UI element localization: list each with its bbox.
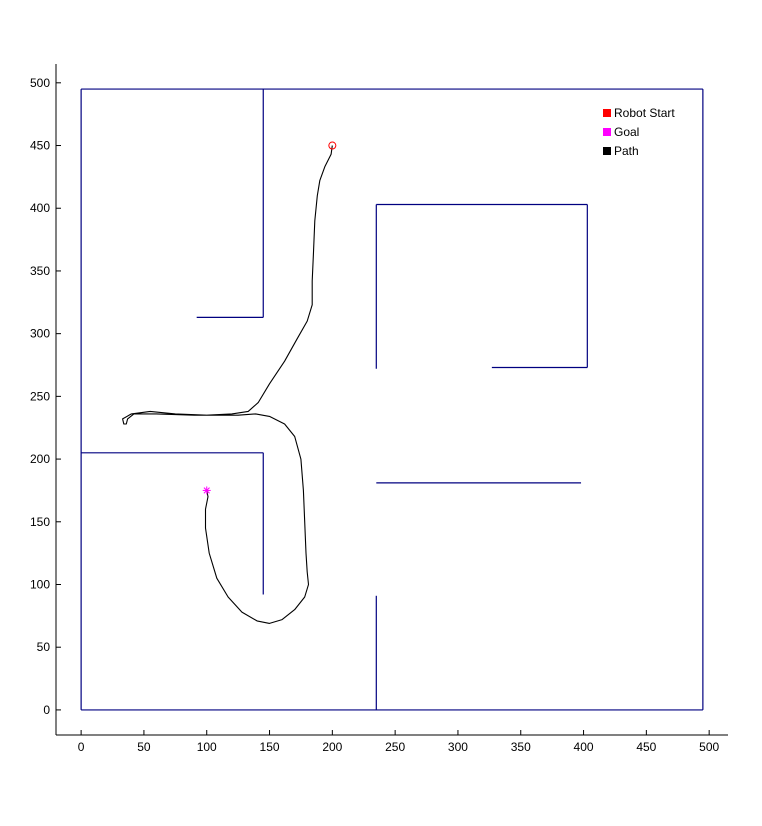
x-tick-label: 50 bbox=[137, 740, 151, 754]
markers bbox=[202, 141, 337, 495]
y-tick-label: 500 bbox=[30, 76, 50, 90]
y-tick-label: 450 bbox=[30, 139, 50, 153]
legend-swatch bbox=[603, 147, 611, 155]
y-tick-label: 100 bbox=[30, 577, 50, 591]
x-tick-label: 300 bbox=[448, 740, 468, 754]
legend-label: Goal bbox=[614, 125, 639, 139]
x-tick-label: 450 bbox=[636, 740, 656, 754]
walls bbox=[80, 88, 704, 711]
y-tick-label: 0 bbox=[43, 703, 50, 717]
goal-marker-stroke bbox=[203, 487, 210, 494]
path-line bbox=[122, 145, 333, 624]
legend-label: Robot Start bbox=[614, 106, 675, 120]
y-tick-label: 150 bbox=[30, 515, 50, 529]
y-tick-label: 350 bbox=[30, 264, 50, 278]
x-tick-label: 200 bbox=[322, 740, 342, 754]
y-tick-label: 250 bbox=[30, 389, 50, 403]
robot-start-marker bbox=[328, 141, 337, 150]
y-tick-label: 300 bbox=[30, 327, 50, 341]
y-tick-label: 50 bbox=[37, 640, 51, 654]
legend-swatch bbox=[603, 128, 611, 136]
goal-marker bbox=[202, 486, 211, 495]
x-tick-label: 500 bbox=[699, 740, 719, 754]
y-tick-label: 200 bbox=[30, 452, 50, 466]
legend-label: Path bbox=[614, 144, 639, 158]
x-tick-label: 150 bbox=[260, 740, 280, 754]
y-tick-label: 400 bbox=[30, 201, 50, 215]
legend-swatch bbox=[603, 109, 611, 117]
x-tick-label: 350 bbox=[511, 740, 531, 754]
legend: Robot Start Goal Path bbox=[603, 106, 675, 158]
axes: 0 50 100 150 200 250 300 350 400 450 500 0 50 100 150 2… bbox=[30, 64, 728, 754]
series-layer bbox=[122, 145, 333, 624]
x-tick-label: 100 bbox=[197, 740, 217, 754]
x-tick-label: 400 bbox=[574, 740, 594, 754]
x-tick-label: 250 bbox=[385, 740, 405, 754]
x-tick-label: 0 bbox=[78, 740, 85, 754]
